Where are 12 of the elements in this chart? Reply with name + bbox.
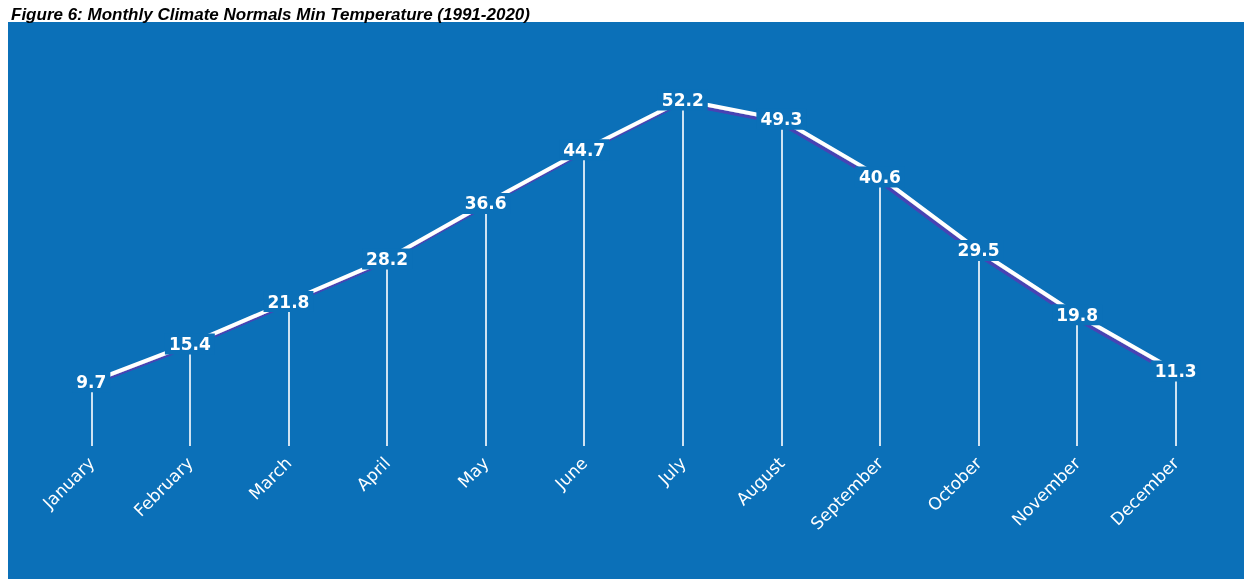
- data-label: 19.8: [1056, 304, 1099, 325]
- data-label: 28.2: [366, 249, 409, 270]
- data-label: 21.8: [267, 291, 310, 312]
- data-label: 36.6: [464, 193, 507, 214]
- data-label: 44.7: [563, 139, 606, 160]
- data-label: 29.5: [957, 240, 1000, 261]
- data-label: 52.2: [661, 90, 704, 110]
- data-label: 40.6: [858, 166, 901, 187]
- chart-title: Figure 6: Monthly Climate Normals Min Temperature (1991-2020): [11, 5, 531, 24]
- data-label: 15.4: [168, 333, 212, 354]
- data-label: 11.3: [1154, 361, 1197, 382]
- data-label: 49.3: [760, 109, 803, 130]
